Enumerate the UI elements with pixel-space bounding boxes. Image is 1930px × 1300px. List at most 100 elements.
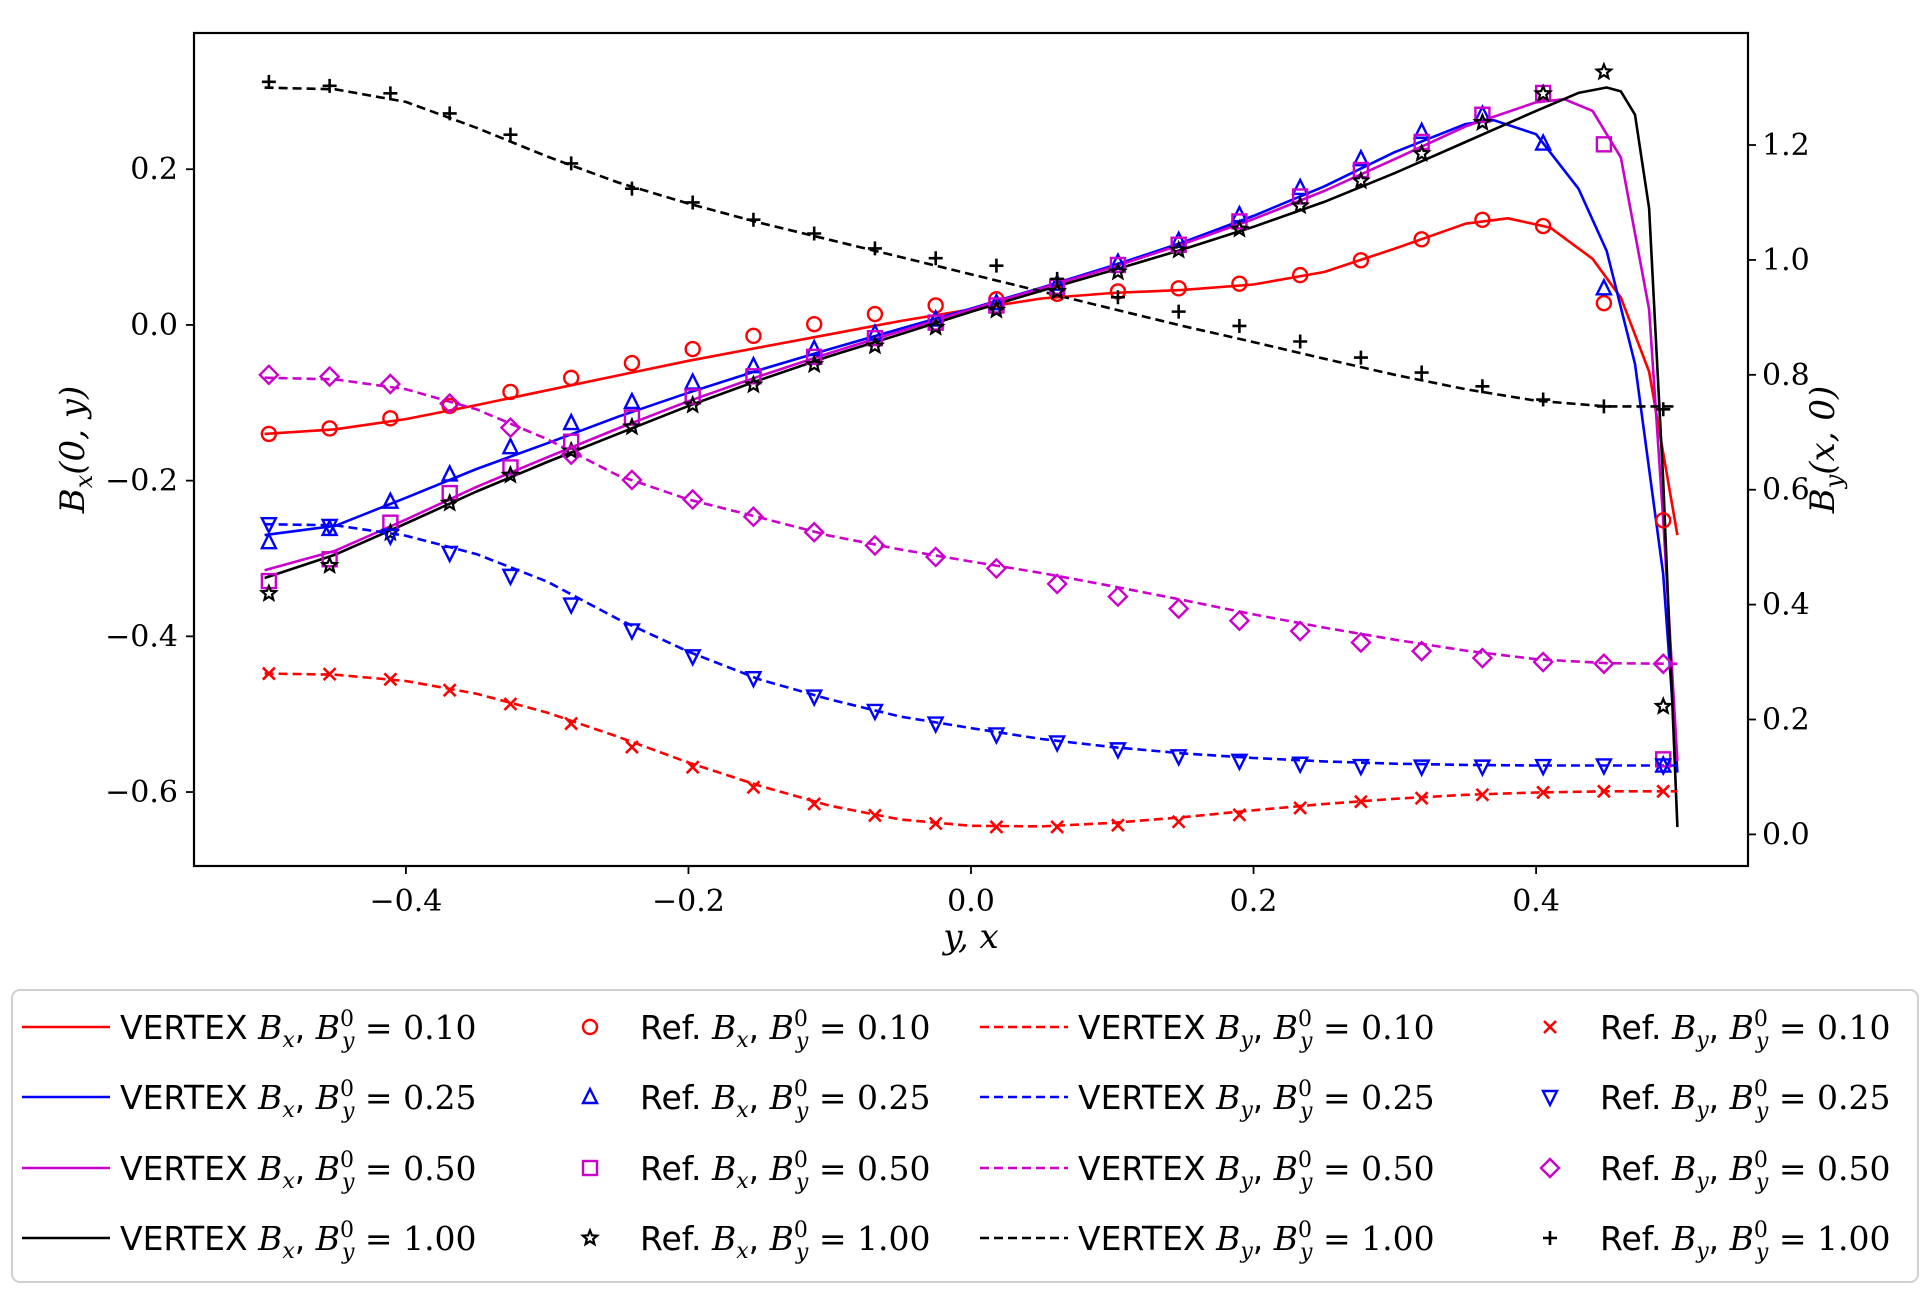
data-point [1171,304,1186,319]
legend-item-3: Ref. By, B0 y = 0.10 [1543,1007,1890,1054]
data-point [807,797,822,811]
y-right-tick-label: 0.6 [1762,473,1810,508]
data-point [1473,759,1492,778]
data-point [985,557,1008,580]
legend-item-12: VERTEX Bx, B0 y = 1.00 [22,1218,477,1265]
data-point [1652,653,1674,675]
data-point [501,568,520,587]
x-tick-label: 0.2 [1230,884,1278,919]
data-point [1170,236,1187,253]
data-point [864,534,886,557]
data-point [683,649,702,667]
data-point [744,670,763,689]
data-point [928,251,943,266]
data-point [1231,213,1248,230]
plot-area [258,61,1679,834]
data-point [986,299,1007,319]
x-tick-label: −0.2 [652,884,725,919]
data-point [261,74,276,89]
data-point [1168,239,1189,259]
legend-box [11,989,1919,1283]
series-line-3 [264,86,1679,828]
legend-label: Ref. Bx, B0 y = 0.10 [640,1007,930,1054]
data-point [1290,195,1311,215]
data-point [805,689,824,708]
legend-item-6: VERTEX By, B0 y = 0.25 [980,1077,1435,1124]
data-point [1353,794,1368,809]
data-point [1536,785,1551,800]
series-markers-14 [258,364,1674,675]
y-right-tick-label: 0.0 [1762,817,1810,852]
data-point [989,258,1004,273]
y-left-tick-label: −0.4 [105,619,178,654]
data-point [746,780,761,795]
data-point [1109,256,1127,274]
legend: VERTEX Bx, B0 y = 0.10 Ref. Bx, B0 y = 0.10… [11,989,1919,1283]
data-point [500,464,521,484]
data-point [864,335,885,355]
data-point [682,394,703,414]
data-point [318,365,341,388]
y-right-axis-label: By(x, 0) [1803,386,1848,515]
data-point [379,373,402,395]
legend-swatch [581,1018,599,1036]
legend-label: Ref. Bx, B0 y = 0.25 [640,1077,930,1124]
legend-label: Ref. By, B0 y = 0.50 [1600,1148,1890,1195]
data-point [259,516,278,535]
data-point [746,212,761,227]
legend-swatch [580,1227,600,1247]
data-point [744,355,763,374]
data-point [1048,735,1067,754]
data-point [1170,280,1187,297]
axes: −0.4 −0.2 0.0 0.2 0.4 −0.6 −0.4 −0.2 0.0 0.2 0.0 0.… [53,31,1848,957]
data-point [1596,784,1611,799]
data-point [259,531,278,550]
data-point [804,354,825,374]
data-point [1293,801,1308,815]
legend-swatch [1543,1020,1557,1034]
data-point [805,348,823,366]
data-point [1596,399,1611,414]
data-point [1046,573,1068,595]
data-point [684,340,701,358]
data-point [684,388,701,405]
data-point [258,364,280,386]
data-point [1289,620,1311,642]
data-point [442,106,457,121]
data-point [503,697,518,711]
data-point [989,820,1004,834]
data-point [258,583,279,602]
data-point [1231,275,1248,292]
data-point [743,374,764,394]
y-left-tick-label: −0.2 [105,464,178,499]
data-point [382,410,399,427]
data-point [867,241,882,256]
data-point [441,484,458,502]
data-point [926,716,945,735]
legend-label: Ref. By, B0 y = 0.25 [1600,1077,1890,1124]
data-point [623,354,641,372]
data-point [1171,814,1186,829]
data-point [745,327,762,345]
data-point [987,727,1006,746]
data-point [681,488,704,511]
data-point [866,329,884,347]
data-point [1291,756,1310,775]
data-point [865,703,884,722]
y-left-axis-label: Bx(0, y) [53,386,98,515]
series-markers-7 [258,61,1674,715]
data-point [1229,218,1250,238]
data-point [562,412,581,431]
data-point [625,740,639,755]
data-point [1414,365,1429,380]
data-point [1472,112,1493,131]
legend-item-1: Ref. Bx, B0 y = 0.10 [581,1007,930,1054]
data-point [1593,61,1614,81]
series-line-0 [264,217,1679,536]
data-point [805,315,823,333]
legend-label: VERTEX By, B0 y = 0.10 [1078,1007,1435,1054]
y-left-tick-label: −0.6 [105,775,178,810]
data-point [683,371,702,390]
data-point [1291,177,1310,196]
data-point [1475,379,1490,394]
